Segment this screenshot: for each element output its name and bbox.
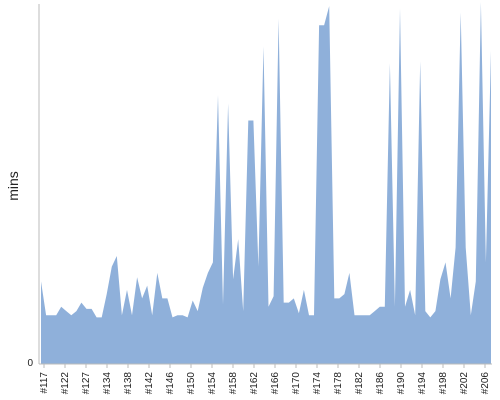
x-tick-labels: #117 #122 #127 #134 #138 #142 #146 #150 #154 #158…	[39, 364, 491, 394]
x-tick-label: #142	[144, 372, 155, 395]
x-tick-label: #162	[249, 372, 260, 395]
x-tick-label: #198	[438, 372, 449, 395]
y-axis-title: mins	[5, 171, 21, 201]
x-tick-label: #182	[354, 372, 365, 395]
x-tick-label: #170	[291, 372, 302, 395]
x-tick-label: #206	[480, 372, 491, 395]
x-tick-label: #146	[165, 372, 176, 395]
x-tick-label: #158	[228, 372, 239, 395]
x-tick-label: #127	[81, 372, 92, 395]
x-tick-label: #186	[375, 372, 386, 395]
series-area	[41, 2, 491, 364]
x-tick-label: #190	[396, 372, 407, 395]
x-tick-label: #178	[333, 372, 344, 395]
x-tick-label: #154	[207, 372, 218, 395]
x-tick-label: #166	[270, 372, 281, 395]
x-tick-label: #150	[186, 372, 197, 395]
x-tick-label: #138	[123, 372, 134, 395]
y-tick-label: 0	[27, 358, 33, 369]
x-tick-label: #122	[60, 372, 71, 395]
x-tick-label: #202	[459, 372, 470, 395]
x-tick-label: #174	[312, 372, 323, 395]
x-tick-label: #117	[39, 372, 50, 394]
x-tick-label: #134	[102, 372, 113, 395]
x-tick-label: #194	[417, 372, 428, 395]
